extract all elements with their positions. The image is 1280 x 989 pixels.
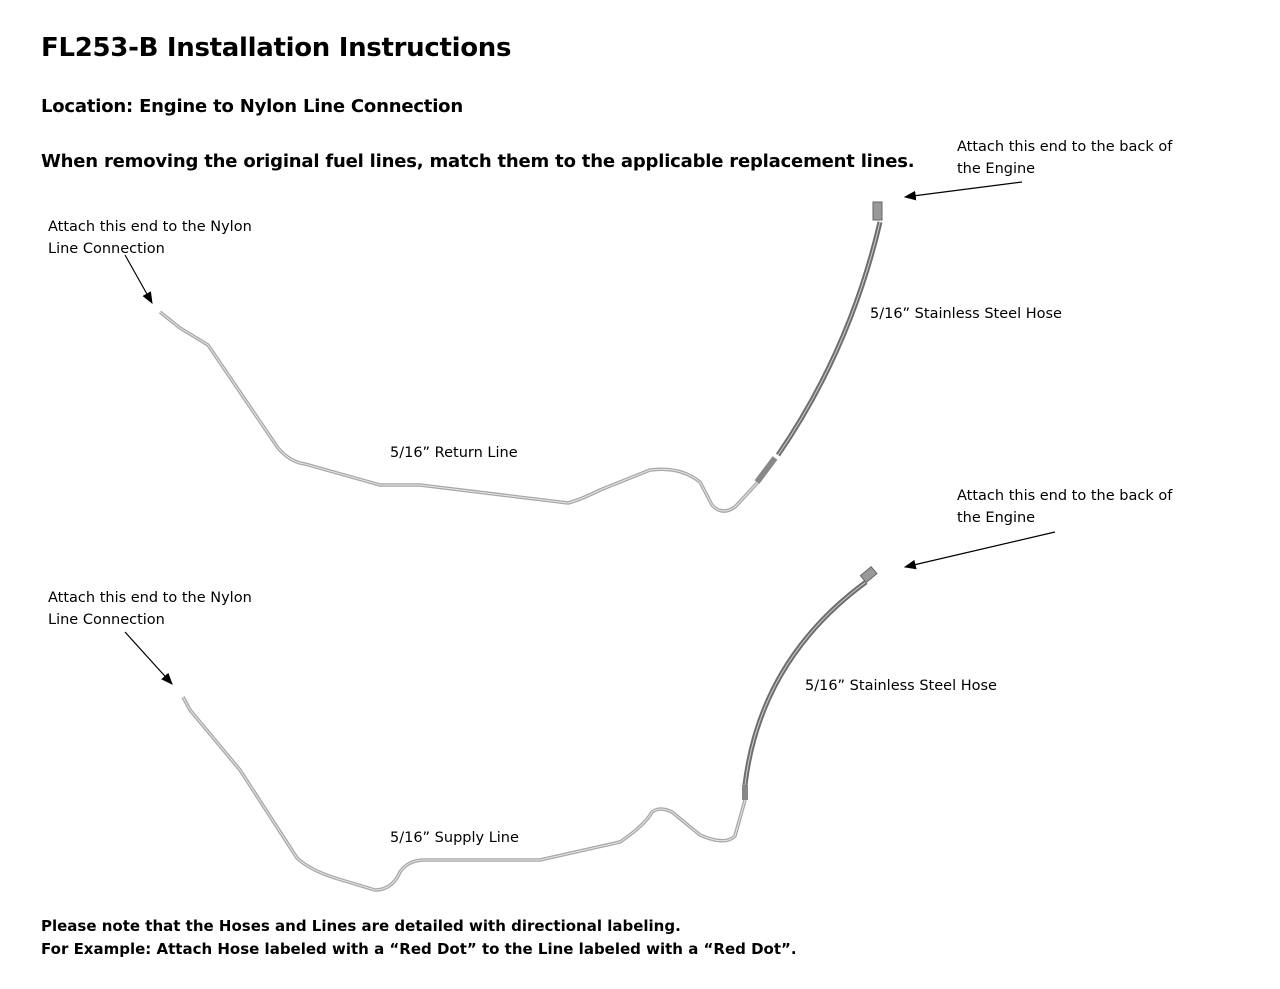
supply-tube-highlight (182, 696, 746, 891)
supply-hose (742, 579, 868, 786)
arrow (124, 631, 173, 685)
supply-nylon-end-label: Attach this end to the Nylon Line Connec… (48, 587, 252, 631)
footer-note: Please note that the Hoses and Lines are… (41, 915, 797, 961)
label-line: Attach this end to the Nylon (48, 590, 252, 606)
supply-tube (181, 696, 747, 892)
label-line: the Engine (957, 161, 1036, 177)
supply-line-label: 5/16” Supply Line (390, 830, 519, 846)
supply-hose-highlight (744, 581, 867, 786)
arrow (903, 181, 1023, 201)
arrow (903, 531, 1056, 570)
label-line: Line Connection (48, 241, 165, 257)
label-line: Line Connection (48, 612, 165, 628)
return-engine-end-label: Attach this end to the back of the Engin… (957, 136, 1172, 180)
supply-line-assembly (124, 531, 1056, 892)
return-hose-highlight (777, 221, 881, 456)
page-title: FL253-B Installation Instructions (41, 33, 512, 63)
return-fitting (754, 456, 778, 484)
label-line: Attach this end to the Nylon (48, 219, 252, 235)
label-line: Attach this end to the back of (957, 488, 1173, 504)
footer-line: For Example: Attach Hose labeled with a … (41, 940, 797, 958)
instruction-heading: When removing the original fuel lines, m… (41, 151, 915, 172)
return-hose (775, 221, 883, 457)
return-hose-label: 5/16” Stainless Steel Hose (870, 306, 1062, 322)
arrow (124, 254, 153, 305)
return-tube-highlight (159, 311, 761, 512)
supply-engine-fitting (859, 565, 878, 584)
supply-hose-label: 5/16” Stainless Steel Hose (805, 678, 997, 694)
footer-line: Please note that the Hoses and Lines are… (41, 917, 681, 935)
label-line: the Engine (957, 510, 1036, 526)
location-heading: Location: Engine to Nylon Line Connectio… (41, 96, 463, 117)
return-engine-fitting (872, 201, 883, 221)
label-line: Attach this end to the back of (957, 139, 1173, 155)
return-nylon-end-label: Attach this end to the Nylon Line Connec… (48, 216, 252, 260)
return-line-label: 5/16” Return Line (390, 445, 518, 461)
supply-engine-end-label: Attach this end to the back of the Engin… (957, 485, 1172, 529)
return-tube (158, 310, 762, 513)
return-line-assembly (124, 181, 1023, 513)
